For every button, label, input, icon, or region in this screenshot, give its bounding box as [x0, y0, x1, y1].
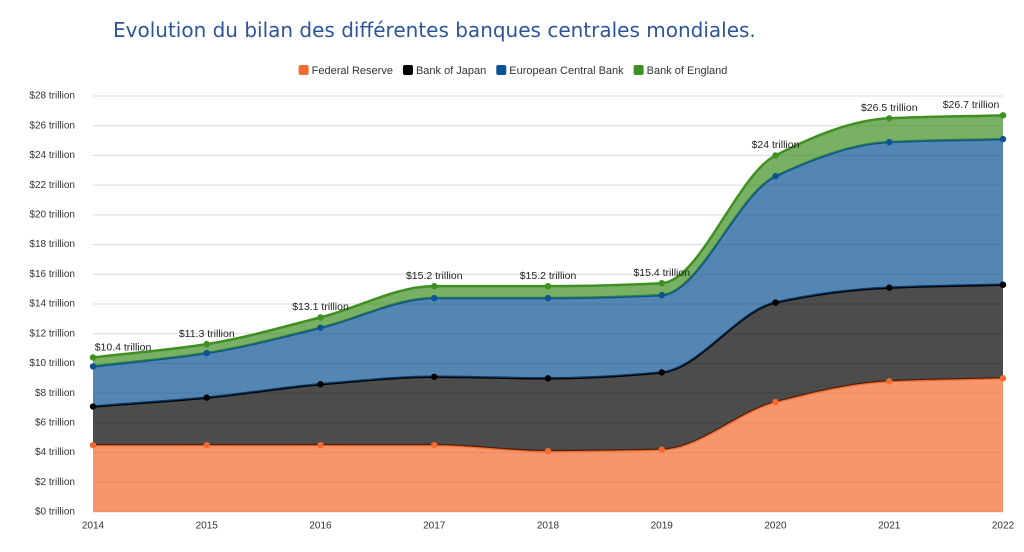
y-tick-label: $18 trillion [29, 239, 75, 250]
y-tick-label: $8 trillion [35, 388, 75, 399]
x-tick-label: 2018 [537, 521, 560, 532]
point [658, 369, 665, 376]
x-tick-label: 2019 [651, 521, 674, 532]
legend-swatch [496, 65, 507, 75]
point [317, 324, 324, 331]
legend-swatch [402, 65, 413, 75]
total-label: $15.2 trillion [406, 270, 463, 282]
point [886, 378, 893, 385]
y-tick-label: $24 trillion [29, 150, 75, 161]
point [999, 135, 1007, 143]
point [89, 354, 97, 361]
point [317, 441, 324, 449]
total-label: $24 trillion [752, 139, 800, 151]
y-tick-label: $6 trillion [35, 417, 75, 428]
total-label: $13.1 trillion [292, 301, 349, 313]
point [886, 115, 893, 122]
area [93, 284, 1003, 452]
point [89, 441, 97, 449]
point [317, 314, 324, 321]
point [544, 375, 552, 382]
area [93, 378, 1003, 512]
point [999, 112, 1007, 119]
y-tick-label: $2 trillion [35, 477, 75, 488]
point [999, 281, 1007, 288]
x-tick-label: 2014 [82, 521, 105, 532]
legend-label: Bank of Japan [416, 65, 486, 77]
point [203, 441, 210, 449]
total-label: $15.2 trillion [520, 270, 577, 282]
point [544, 282, 552, 290]
total-label: $11.3 trillion [179, 328, 235, 340]
y-tick-label: $22 trillion [29, 180, 75, 191]
x-tick-label: 2020 [764, 521, 787, 532]
legend-label: European Central Bank [509, 65, 624, 77]
x-tick-label: 2022 [992, 521, 1015, 532]
point [772, 173, 779, 180]
point [544, 447, 552, 455]
point [431, 373, 438, 380]
point [658, 291, 665, 299]
point [886, 284, 893, 291]
point [203, 394, 210, 401]
area [93, 139, 1003, 407]
point [203, 340, 210, 348]
point [772, 152, 779, 159]
chart-title: Evolution du bilan des différentes banqu… [113, 18, 756, 42]
total-label: $15.4 trillion [633, 267, 690, 279]
point [317, 381, 324, 388]
y-tick-label: $16 trillion [29, 269, 75, 280]
y-tick-label: $0 trillion [35, 507, 75, 518]
x-tick-label: 2021 [878, 521, 901, 532]
point [431, 294, 438, 302]
point [772, 299, 779, 306]
point [999, 375, 1007, 382]
marks: $10.4 trillion $11.3 trillion $13.1 trilli… [89, 99, 1007, 455]
legend-swatch [633, 65, 644, 75]
x-tick-label: 2017 [423, 521, 446, 532]
total-label: $26.5 trillion [861, 102, 918, 114]
total-label: $26.7 trillion [943, 99, 1000, 111]
y-tick-label: $10 trillion [29, 358, 75, 369]
x-tick-label: 2016 [309, 521, 332, 532]
point [772, 398, 779, 406]
total-label: $10.4 trillion [95, 341, 152, 353]
y-tick-label: $14 trillion [29, 299, 75, 310]
point [203, 349, 210, 357]
y-tick-label: $20 trillion [29, 209, 75, 220]
y-tick-label: $12 trillion [29, 328, 75, 339]
legend-label: Federal Reserve [312, 65, 393, 77]
x-tick-label: 2015 [196, 521, 219, 532]
point [886, 138, 893, 146]
y-tick-label: $28 trillion [29, 91, 75, 102]
point [431, 282, 438, 290]
point [89, 403, 97, 410]
point [431, 441, 438, 449]
point [658, 446, 665, 453]
area-line [92, 114, 1004, 359]
area [93, 115, 1003, 367]
legend-label: Bank of England [647, 65, 728, 77]
y-tick-label: $4 trillion [35, 447, 75, 458]
point [544, 294, 552, 302]
y-tick-label: $26 trillion [29, 120, 75, 131]
point [658, 280, 665, 287]
legend: Federal Reserve Bank of Japan European Cen… [298, 65, 728, 77]
legend-swatch [298, 65, 309, 75]
point [89, 363, 97, 370]
